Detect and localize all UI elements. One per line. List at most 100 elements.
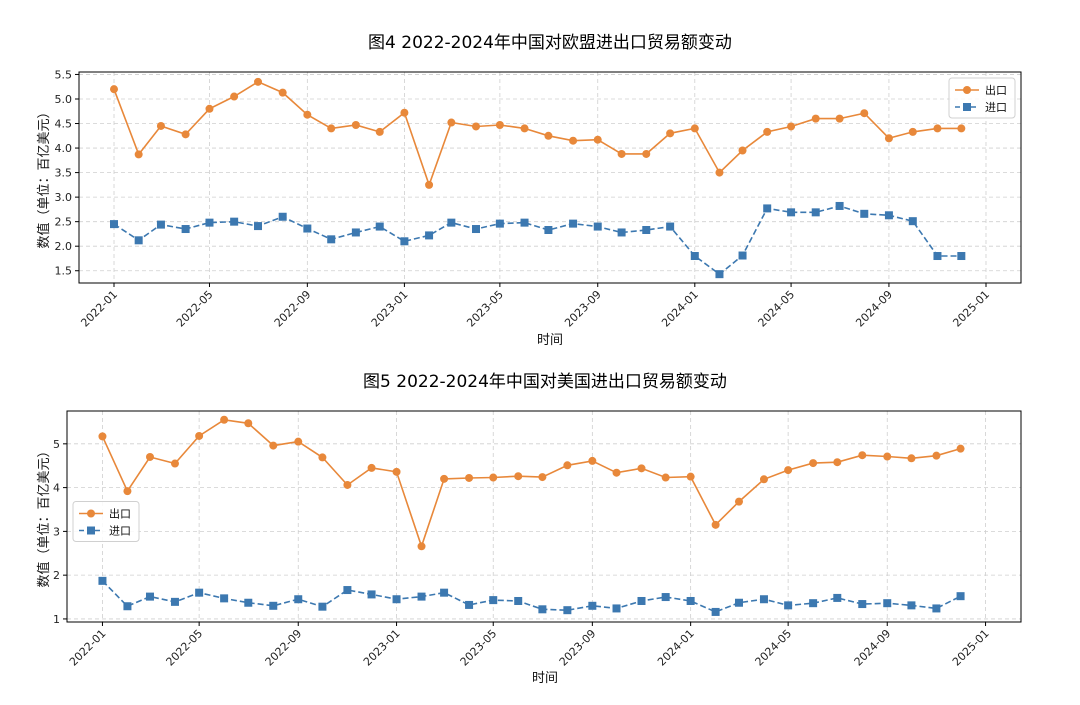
data-point-export [170, 459, 179, 468]
x-tick-label: 2022-09 [272, 288, 314, 330]
data-point-export [465, 600, 474, 609]
data-point-export [181, 130, 190, 139]
data-point-export [593, 222, 602, 231]
data-point-export [343, 586, 352, 595]
data-point-export [351, 228, 360, 237]
data-point-export [593, 135, 602, 144]
x-tick-label: 2023-01 [361, 627, 403, 669]
data-point-export [569, 136, 578, 145]
data-point-export [637, 596, 646, 605]
x-tick-label: 2024-01 [659, 288, 701, 330]
data-point-export [833, 458, 842, 467]
data-point-export [809, 459, 818, 468]
chart-2-plot: 2022-01 2022-05 2022-09 2023-01 2023-05 2023-… [53, 410, 1022, 669]
data-point-export [425, 180, 434, 189]
data-point-export [244, 419, 253, 428]
data-point-export [110, 85, 119, 94]
plot-frame [66, 410, 1022, 623]
series-line-import [113, 205, 962, 276]
data-point-export [612, 468, 621, 477]
data-point-export [145, 452, 154, 461]
chart-1-x-axis-label: 时间 [537, 333, 563, 348]
y-tick-label: 3.5 [55, 167, 73, 180]
data-point-export [303, 224, 312, 233]
data-point-export [400, 108, 409, 117]
data-point-export [544, 131, 553, 140]
data-point-export [690, 124, 699, 133]
x-tick-label: 2025-01 [950, 627, 992, 669]
data-point-export [447, 218, 456, 227]
data-point-export [809, 599, 818, 608]
data-point-export [123, 487, 132, 496]
data-point-export [269, 441, 278, 450]
data-point-export [661, 473, 670, 482]
data-point-export [205, 218, 214, 227]
data-point-export [489, 596, 498, 605]
data-point-export [787, 122, 796, 131]
chart-1-plot: 2022-01 2022-05 2022-09 2023-01 2023-05 2023-… [55, 68, 1022, 330]
data-point-export [145, 592, 154, 601]
data-point-export [514, 596, 523, 605]
y-tick-label: 1 [53, 613, 60, 626]
data-point-export [711, 520, 720, 529]
data-point-export [617, 228, 626, 237]
legend-marker-square [87, 526, 95, 535]
series-line-export [101, 418, 961, 549]
x-tick-label: 2025-01 [950, 288, 992, 330]
y-tick-label: 4 [53, 482, 60, 495]
data-point-export [343, 480, 352, 489]
data-point-export [908, 217, 917, 226]
x-tick-label: 2024-09 [852, 627, 894, 669]
x-tick-label: 2023-09 [562, 288, 604, 330]
data-point-export [612, 604, 621, 613]
data-point-export [932, 604, 941, 613]
x-tick-label: 2024-05 [753, 627, 795, 669]
data-point-export [98, 432, 107, 441]
data-point-export [858, 451, 867, 460]
data-point-export [538, 605, 547, 614]
data-point-export [811, 208, 820, 217]
chart-2-title: 图5 2022-2024年中国对美国进出口贸易额变动 [363, 372, 727, 392]
data-point-export [465, 473, 474, 482]
data-point-export [351, 120, 360, 129]
data-point-export [425, 231, 434, 240]
data-point-export [538, 473, 547, 482]
x-tick-label: 2023-01 [369, 288, 411, 330]
data-point-export [738, 251, 747, 260]
data-point-export [908, 127, 917, 136]
data-point-export [734, 497, 743, 506]
y-tick-label: 5 [53, 438, 60, 451]
y-tick-label: 4.0 [55, 142, 73, 155]
x-tick-label: 2022-09 [263, 627, 305, 669]
x-tick-label: 2022-01 [67, 627, 109, 669]
data-point-export [440, 588, 449, 597]
data-point-export [440, 474, 449, 483]
y-tick-label: 3 [53, 525, 60, 538]
y-tick-label: 1.5 [55, 265, 73, 278]
data-point-export [134, 150, 143, 159]
data-point-export [294, 437, 303, 446]
data-point-export [447, 118, 456, 127]
data-point-export [763, 204, 772, 213]
data-point-export [642, 226, 651, 235]
data-point-export [617, 149, 626, 158]
data-point-export [711, 607, 720, 616]
y-tick-label: 3.0 [55, 191, 73, 204]
x-tick-label: 2022-01 [78, 288, 120, 330]
data-point-export [907, 454, 916, 463]
legend-marker-square [963, 103, 971, 111]
legend-marker-circle [87, 509, 95, 518]
data-point-export [588, 601, 597, 610]
legend-label: 出口 [109, 507, 131, 521]
data-point-export [763, 127, 772, 136]
data-point-export [392, 595, 401, 604]
data-point-export [110, 220, 119, 229]
data-point-export [254, 222, 263, 231]
data-point-export [957, 252, 966, 261]
data-point-export [835, 114, 844, 123]
series-line-import [101, 580, 961, 613]
data-point-export [907, 601, 916, 610]
